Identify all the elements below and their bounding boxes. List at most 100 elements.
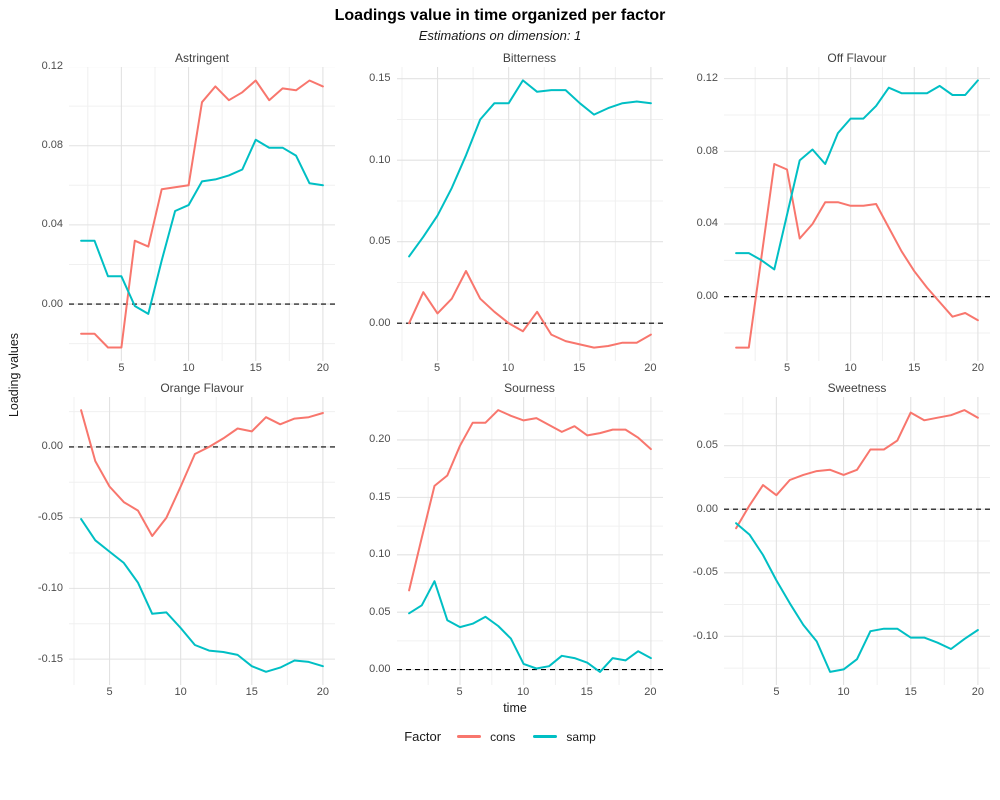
legend-items: cons samp <box>457 730 596 744</box>
line-cons-orange-flavour <box>80 409 324 537</box>
x-tick-label: 5 <box>773 686 780 698</box>
y-tick-label: 0.00 <box>41 440 63 453</box>
legend-item-cons: cons <box>457 730 515 744</box>
y-tick-label: 0.12 <box>696 72 718 85</box>
x-tick-label: 20 <box>971 362 985 374</box>
line-samp-bitterness <box>407 79 652 258</box>
chart-area: Loading values Astringent 0.00 0.04 0.08 0.1… <box>4 49 990 700</box>
x-tick-label: 20 <box>316 362 330 374</box>
y-tick-label: 0.10 <box>369 548 391 561</box>
legend-title: Factor <box>404 729 442 744</box>
y-tick-label: 0.00 <box>369 316 391 329</box>
y-axis-ticks: 0.05 0.00 -0.05 -0.10 <box>679 397 724 685</box>
y-tick-label: 0.00 <box>696 290 718 303</box>
y-axis-ticks: 0.00 -0.05 -0.10 -0.15 <box>24 397 69 685</box>
x-tick-label: 10 <box>174 686 187 698</box>
y-axis-title: Loading values <box>4 49 24 700</box>
facet-plot-bitterness <box>396 67 663 361</box>
x-axis-title: time <box>503 701 527 715</box>
line-samp-off-flavour <box>735 79 979 271</box>
x-axis-ticks: 5 10 15 20 <box>724 361 990 376</box>
y-tick-label: 0.05 <box>369 605 391 618</box>
x-tick-label: 5 <box>118 362 125 374</box>
facet-plot-off-flavour <box>724 67 990 361</box>
facet-panel-off-flavour: Off Flavour 0.00 0.04 0.08 0.12 5 10 15 20 <box>679 49 990 376</box>
legend-label-cons: cons <box>490 729 516 744</box>
x-tick-label: 20 <box>971 686 985 698</box>
y-axis-ticks: 0.00 0.04 0.08 0.12 <box>24 60 69 361</box>
y-tick-label: -0.10 <box>692 629 718 642</box>
x-tick-label: 10 <box>517 686 530 698</box>
page-subtitle: Estimations on dimension: 1 <box>418 28 582 43</box>
y-tick-label: 0.05 <box>369 235 391 248</box>
y-axis-ticks: 0.00 0.05 0.10 0.15 0.20 <box>352 397 397 685</box>
facet-plot-sweetness <box>724 397 990 685</box>
page-title: Loadings value in time organized per fac… <box>334 7 666 24</box>
x-tick-label: 10 <box>182 362 195 374</box>
x-tick-label: 20 <box>644 686 657 698</box>
line-cons-bitterness <box>407 270 652 349</box>
facet-title-orange-flavour: Orange Flavour <box>160 381 244 395</box>
legend-key-cons <box>457 735 482 738</box>
line-samp-orange-flavour <box>80 518 324 673</box>
y-tick-label: -0.15 <box>37 652 63 665</box>
y-tick-label: 0.15 <box>369 72 391 85</box>
y-tick-label: 0.05 <box>696 439 718 452</box>
y-tick-label: 0.04 <box>41 218 63 231</box>
facet-panel-sourness: Sourness 0.00 0.05 0.10 0.15 0.20 5 10 15 20 <box>352 379 663 700</box>
line-cons-astringent <box>80 79 324 349</box>
facet-title-sourness: Sourness <box>504 381 555 395</box>
x-tick-label: 20 <box>316 686 330 698</box>
x-axis-ticks: 5 10 15 20 <box>69 361 335 376</box>
x-tick-label: 15 <box>245 686 258 698</box>
y-tick-label: -0.10 <box>37 581 63 594</box>
x-tick-label: 10 <box>837 686 850 698</box>
x-tick-label: 5 <box>783 362 791 374</box>
x-axis-ticks: 5 10 15 20 <box>724 685 990 700</box>
facet-plot-astringent <box>69 67 335 361</box>
legend-label-samp: samp <box>566 729 596 744</box>
legend-item-samp: samp <box>533 729 596 744</box>
x-tick-label: 15 <box>249 362 262 374</box>
x-tick-label: 5 <box>433 362 441 374</box>
line-cons-sweetness <box>735 409 979 530</box>
x-tick-label: 5 <box>106 686 113 698</box>
facet-panel-sweetness: Sweetness 0.05 0.00 -0.05 -0.10 5 10 15 20 <box>679 379 990 700</box>
facet-plot-sourness <box>396 397 663 685</box>
x-axis-ticks: 5 10 15 20 <box>397 685 663 700</box>
x-tick-label: 20 <box>644 362 657 374</box>
x-tick-label: 15 <box>908 362 921 374</box>
x-axis-ticks: 5 10 15 20 <box>69 685 335 700</box>
line-cons-off-flavour <box>735 163 979 349</box>
y-tick-label: 0.00 <box>369 663 391 676</box>
y-tick-label: 0.08 <box>41 139 63 152</box>
y-tick-label: 0.00 <box>696 502 718 515</box>
facet-panel-bitterness: Bitterness 0.00 0.05 0.10 0.15 5 10 15 20 <box>352 49 663 376</box>
line-cons-sourness <box>407 409 652 592</box>
line-samp-astringent <box>80 138 324 315</box>
y-tick-label: 0.20 <box>369 433 391 446</box>
y-tick-label: 0.00 <box>41 297 63 310</box>
y-axis-ticks: 0.00 0.05 0.10 0.15 <box>352 67 397 361</box>
y-tick-label: 0.10 <box>369 153 391 166</box>
y-axis-ticks: 0.00 0.04 0.08 0.12 <box>679 67 724 361</box>
y-tick-label: 0.08 <box>696 144 718 157</box>
x-tick-label: 15 <box>580 686 593 698</box>
y-tick-label: 0.04 <box>696 217 718 230</box>
line-samp-sweetness <box>735 522 979 673</box>
line-samp-sourness <box>407 580 652 673</box>
y-tick-label: 0.12 <box>41 60 63 73</box>
x-tick-label: 10 <box>844 362 857 374</box>
legend: Factor cons samp <box>0 729 1000 744</box>
facet-panel-orange-flavour: Orange Flavour 0.00 -0.05 -0.10 -0.15 5 10 15 20 <box>24 379 335 700</box>
y-tick-label: 0.15 <box>369 490 391 503</box>
facet-title-astringent: Astringent <box>174 51 230 65</box>
facet-title-off-flavour: Off Flavour <box>827 51 887 65</box>
facet-panel-astringent: Astringent 0.00 0.04 0.08 0.12 5 10 15 20 <box>24 49 335 376</box>
x-tick-label: 5 <box>456 686 463 698</box>
x-tick-label: 15 <box>904 686 917 698</box>
facet-title-bitterness: Bitterness <box>502 51 557 65</box>
x-tick-label: 15 <box>573 362 586 374</box>
facet-grid: Astringent 0.00 0.04 0.08 0.12 5 10 15 20 Bittern… <box>24 49 990 700</box>
x-axis-ticks: 5 10 15 20 <box>397 361 663 376</box>
